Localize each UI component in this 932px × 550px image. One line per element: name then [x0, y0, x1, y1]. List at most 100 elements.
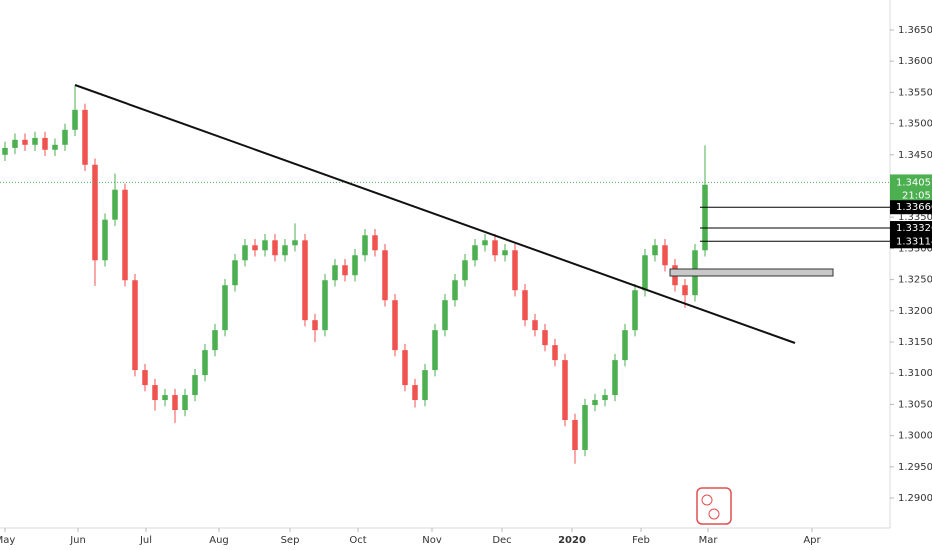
- candle-body: [382, 250, 388, 301]
- logo-circle: [708, 508, 720, 520]
- candle-body: [102, 219, 108, 261]
- candle-body: [462, 260, 468, 281]
- y-tick-label: 1.30000: [898, 431, 932, 442]
- candle-body: [292, 240, 298, 246]
- candle-body: [332, 265, 338, 281]
- candle-body: [572, 420, 578, 450]
- price-line-label: 1.33660: [896, 202, 932, 213]
- x-tick-label: Apr: [803, 535, 821, 546]
- candle-body: [472, 245, 478, 261]
- candle-body: [272, 240, 278, 256]
- price-line-box: [890, 200, 932, 215]
- price-line-box: [890, 234, 932, 249]
- logo-circle: [701, 494, 713, 506]
- candle-body: [282, 245, 288, 256]
- candle-body: [342, 265, 348, 276]
- candle-body: [522, 290, 528, 321]
- candle-body: [162, 395, 168, 401]
- candle-body: [542, 330, 548, 346]
- y-tick-label: 1.31000: [898, 368, 932, 379]
- countdown-label: 21:05: [902, 190, 931, 201]
- candle-body: [322, 280, 328, 331]
- candle-body: [42, 137, 48, 150]
- candle-body: [212, 330, 218, 351]
- candle-body: [702, 184, 708, 251]
- logo-box: [696, 487, 732, 525]
- candle-body: [632, 290, 638, 331]
- candle-body: [652, 245, 658, 256]
- candle-body: [182, 395, 188, 411]
- price-line-label: 1.33114: [896, 236, 932, 247]
- candle-body: [582, 405, 588, 450]
- candle-body: [52, 144, 58, 150]
- x-tick-label: Jun: [69, 535, 86, 546]
- candle-body: [192, 375, 198, 396]
- candle-body: [152, 385, 158, 401]
- candle-body: [72, 109, 78, 130]
- candle-body: [82, 109, 88, 165]
- candle-body: [552, 345, 558, 361]
- candle-body: [412, 385, 418, 401]
- zone-box: [669, 268, 834, 277]
- current-price-box: [890, 174, 932, 203]
- y-tick-label: 1.32000: [898, 306, 932, 317]
- candle-body: [312, 320, 318, 331]
- candle-body: [112, 189, 118, 220]
- y-axis: 1.29000 1.29500 1.30000 1.30500 1.31000 1.315…: [0, 25, 932, 546]
- candle-body: [32, 137, 38, 145]
- price-line-label: 1.33326: [896, 223, 932, 234]
- y-tick-label: 1.30500: [898, 399, 932, 410]
- candle-body: [452, 280, 458, 301]
- candle-body: [202, 350, 208, 376]
- candle-body: [442, 300, 448, 331]
- candle-body: [642, 255, 648, 291]
- y-tick-label: 1.33500: [898, 212, 932, 223]
- candle-body: [172, 395, 178, 411]
- current-price-label: 1.34057: [896, 177, 932, 188]
- candle-body: [142, 370, 148, 386]
- candle-body: [262, 240, 268, 251]
- candle-body: [562, 360, 568, 421]
- candle-body: [612, 360, 618, 396]
- candle-body: [512, 250, 518, 291]
- candle-body: [222, 285, 228, 331]
- candle-body: [302, 240, 308, 321]
- candle-body: [662, 245, 668, 266]
- y-tick-label: 1.35000: [898, 119, 932, 130]
- candle-body: [532, 320, 538, 331]
- x-tick-label: Sep: [281, 535, 300, 546]
- y-tick-label: 1.36500: [898, 25, 932, 36]
- x-tick-label: Dec: [492, 535, 511, 546]
- candle-body: [362, 235, 368, 256]
- candle-body: [392, 300, 398, 351]
- candle-body: [482, 240, 488, 246]
- x-tick-label: Feb: [632, 535, 650, 546]
- x-tick-label: Mar: [699, 535, 719, 546]
- candle-body: [492, 240, 498, 256]
- candle-body: [422, 370, 428, 401]
- candle-body: [352, 255, 358, 276]
- candle-body: [602, 395, 608, 401]
- candle-body: [402, 350, 408, 386]
- y-tick-label: 1.34500: [898, 150, 932, 161]
- candle-body: [622, 330, 628, 361]
- candle-body: [242, 245, 248, 261]
- logo: [696, 487, 732, 525]
- x-tick-label: Oct: [349, 535, 366, 546]
- candle-body: [502, 250, 508, 256]
- x-tick-label: May: [0, 535, 15, 546]
- y-tick-label: 1.36000: [898, 56, 932, 67]
- y-tick-label: 1.35500: [898, 87, 932, 98]
- candle-body: [372, 235, 378, 251]
- candle-body: [132, 280, 138, 371]
- x-tick-label: Aug: [209, 535, 229, 546]
- y-tick-label: 1.31500: [898, 337, 932, 348]
- candle-body: [92, 164, 98, 261]
- candle-body: [12, 139, 18, 148]
- candle-body: [682, 285, 688, 296]
- candle-body: [2, 147, 8, 155]
- candle-body: [432, 330, 438, 371]
- y-tick-label: 1.33000: [898, 243, 932, 254]
- trend-line: [74, 84, 796, 344]
